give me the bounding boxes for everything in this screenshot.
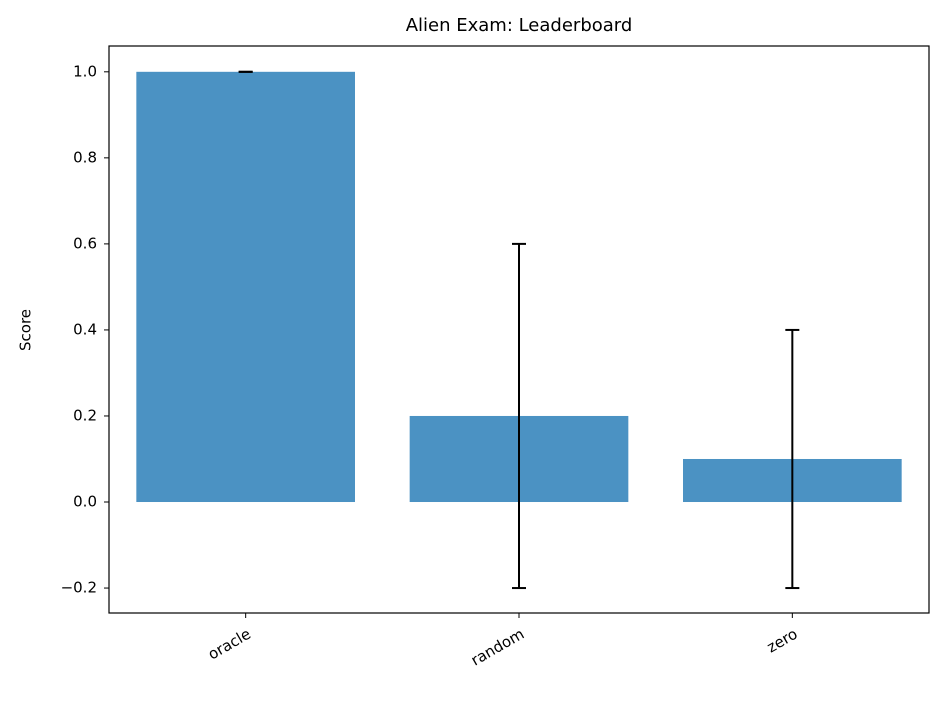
y-tick-label: 0.6 <box>73 234 97 252</box>
y-tick-label: 0.4 <box>73 320 97 338</box>
y-tick-label: 0.0 <box>73 493 97 511</box>
bar <box>136 71 355 503</box>
y-axis-label: Score <box>17 309 35 351</box>
plot-frame <box>108 45 930 614</box>
y-tick-label: −0.2 <box>61 579 97 597</box>
error-bar <box>785 328 800 590</box>
y-tick-label: 0.2 <box>73 406 97 424</box>
y-tick-label: 0.8 <box>73 148 97 166</box>
chart-title: Alien Exam: Leaderboard <box>406 15 633 36</box>
y-tick-label: 1.0 <box>73 62 97 80</box>
error-bar <box>512 242 526 590</box>
